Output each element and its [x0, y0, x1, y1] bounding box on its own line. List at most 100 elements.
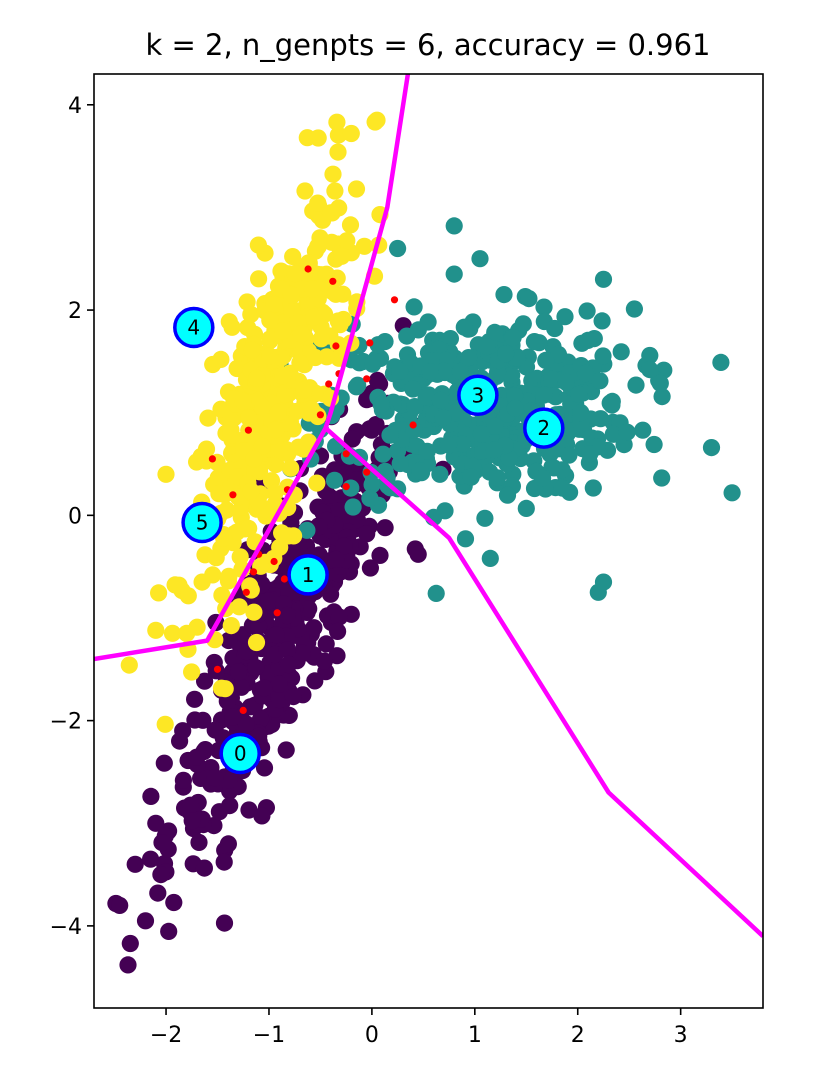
class-1-point — [553, 479, 571, 497]
class-1-point — [506, 399, 524, 417]
class-1-point — [603, 396, 621, 414]
class-1-point — [404, 380, 422, 398]
class-1-point — [405, 298, 423, 316]
class-2-point — [282, 286, 300, 304]
generator-point-marker — [523, 407, 565, 449]
class-0-point — [192, 769, 210, 788]
class-1-point — [381, 426, 399, 444]
class-1-point — [594, 270, 613, 288]
class-1-point — [584, 479, 602, 497]
class-0-point — [220, 631, 238, 650]
class-1-point — [517, 499, 535, 517]
class-2-point — [234, 392, 252, 410]
class-2-point — [230, 598, 248, 616]
class-2-point — [245, 450, 263, 468]
class-1-point — [364, 355, 382, 373]
class-1-point — [594, 347, 612, 365]
class-2-point — [274, 322, 292, 340]
class-1-point — [445, 265, 463, 283]
class-2-point — [240, 409, 258, 427]
class-1-point — [514, 315, 532, 333]
class-0-point — [186, 690, 204, 708]
class-1-point — [391, 362, 409, 380]
class-0-point — [300, 600, 318, 618]
y-tick-label: 0 — [68, 504, 82, 529]
class-2-point — [254, 398, 272, 417]
class-1-point — [455, 318, 473, 336]
class-0-point — [220, 771, 238, 789]
class-0-point — [270, 691, 289, 709]
class-1-point — [534, 469, 552, 487]
class-2-point — [329, 312, 347, 330]
class-2-point — [156, 715, 174, 733]
misclassified-point — [244, 426, 252, 434]
class-2-point — [253, 437, 271, 455]
class-1-point — [363, 476, 381, 494]
class-1-point — [471, 250, 489, 268]
class-1-point — [546, 319, 564, 338]
class-0-point — [126, 855, 144, 873]
class-1-point — [556, 308, 574, 326]
class-1-point — [434, 409, 452, 427]
class-1-point — [537, 351, 555, 369]
class-2-point — [250, 270, 268, 288]
x-tick-label: 1 — [468, 1023, 482, 1048]
class-0-point — [361, 559, 379, 577]
class-0-point — [121, 934, 139, 953]
class-0-point — [376, 519, 394, 537]
class-2-point — [267, 456, 285, 474]
class-0-point — [260, 592, 278, 610]
class-1-point — [702, 439, 721, 457]
class-0-point — [368, 371, 387, 389]
class-0-point — [253, 807, 271, 825]
generator-point-label: 2 — [537, 416, 550, 440]
class-1-point — [374, 445, 392, 463]
class-2-point — [228, 523, 246, 541]
class-2-point — [328, 113, 346, 131]
class-2-point — [147, 621, 165, 639]
class-2-point — [323, 233, 341, 251]
class-1-point — [545, 459, 563, 477]
class-1-point — [421, 363, 439, 381]
misclassified-point — [363, 375, 371, 383]
class-2-point — [207, 549, 225, 567]
class-0-point — [255, 679, 273, 697]
class-2-point — [305, 308, 323, 326]
misclassified-point — [280, 575, 288, 583]
generator-point-label: 5 — [196, 511, 209, 535]
class-2-point — [291, 354, 309, 372]
misclassified-point — [332, 342, 340, 350]
class-2-point — [220, 313, 238, 331]
misclassified-point — [304, 265, 312, 273]
chart-title: k = 2, n_genpts = 6, accuracy = 0.961 — [145, 28, 710, 62]
class-2-point — [308, 474, 326, 492]
class-0-point — [229, 663, 248, 681]
decision-boundary-line — [323, 74, 411, 429]
class-0-point — [142, 850, 160, 868]
class-1-point — [419, 313, 437, 331]
class-2-point — [178, 624, 196, 643]
class-1-point — [344, 498, 362, 516]
class-2-point — [267, 421, 285, 439]
class-0-point — [119, 956, 137, 974]
class-1-point — [378, 469, 396, 487]
class-1-point — [645, 435, 663, 454]
class-0-point — [215, 914, 234, 932]
generator-point-marker — [173, 306, 215, 349]
class-1-point — [594, 573, 613, 591]
x-tick-label: −2 — [150, 1023, 182, 1048]
class-2-point — [212, 400, 230, 418]
class-2-point — [342, 124, 360, 143]
class-2-point — [269, 403, 287, 421]
generator-point-marker — [181, 501, 223, 544]
generator-point-label: 1 — [302, 563, 315, 587]
class-0-point — [330, 608, 348, 626]
class-1-point — [486, 323, 504, 341]
class-2-point — [150, 584, 168, 602]
class-2-point — [163, 624, 182, 642]
class-2-point — [249, 236, 267, 254]
class-0-point — [219, 835, 237, 853]
class-1-point — [472, 425, 491, 443]
class-0-point — [270, 675, 288, 693]
class-1-point — [570, 385, 588, 403]
